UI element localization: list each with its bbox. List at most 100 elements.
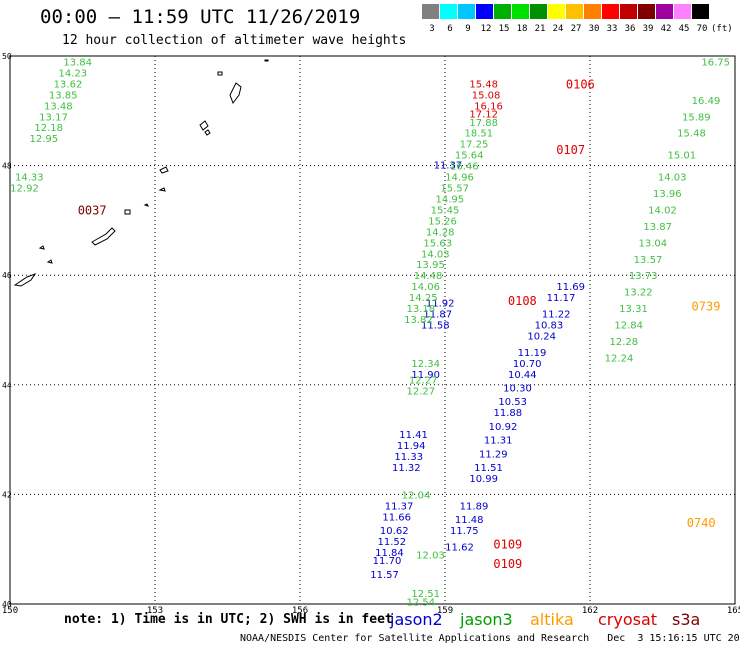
swh-value-jason2: 11.94 bbox=[397, 441, 426, 452]
scale-swatch bbox=[530, 4, 547, 19]
swh-value-jason2: 11.51 bbox=[474, 463, 503, 474]
swh-value-jason2: 11.75 bbox=[450, 526, 479, 537]
lat-tick-label: 44 bbox=[2, 381, 12, 390]
island-coastline bbox=[91, 227, 116, 246]
footer-credit: NOAA/NESDIS Center for Satellite Applica… bbox=[240, 633, 740, 644]
scale-swatch bbox=[692, 4, 709, 19]
pass-label: 0037 bbox=[78, 203, 107, 217]
island-coastline bbox=[124, 209, 131, 215]
swh-value-jason3: 12.84 bbox=[614, 321, 643, 332]
legend-jason2: jason2 bbox=[390, 610, 443, 629]
swh-value-jason2: 10.70 bbox=[513, 359, 542, 370]
pass-label: 0109 bbox=[493, 538, 522, 552]
scale-swatch bbox=[548, 4, 565, 19]
swh-value-jason2: 11.90 bbox=[411, 370, 440, 381]
swh-value-jason2: 11.29 bbox=[479, 449, 508, 460]
swh-value-jason2: 11.89 bbox=[460, 501, 489, 512]
swh-value-jason2: 10.99 bbox=[469, 474, 498, 485]
lat-tick-label: 48 bbox=[2, 162, 12, 171]
map-frame bbox=[9, 55, 736, 605]
swh-value-cryosat: 15.08 bbox=[472, 90, 501, 101]
swh-value-jason3: 16.75 bbox=[701, 57, 730, 68]
swh-value-jason2: 11.31 bbox=[484, 436, 513, 447]
swh-value-jason2: 10.62 bbox=[380, 526, 409, 537]
swh-value-jason2: 11.62 bbox=[445, 542, 474, 553]
swh-value-jason2: 11.88 bbox=[494, 408, 523, 419]
swh-value-jason3: 13.87 bbox=[643, 222, 672, 233]
swh-value-jason3: 13.95 bbox=[416, 260, 445, 271]
swh-value-jason3: 14.03 bbox=[658, 173, 687, 184]
swh-value-jason3: 14.25 bbox=[409, 293, 438, 304]
lon-tick-label: 159 bbox=[437, 606, 453, 616]
scale-label: 9 bbox=[465, 24, 471, 34]
scale-swatch bbox=[566, 4, 583, 19]
scale-swatch bbox=[440, 4, 457, 19]
swh-value-jason2: 11.33 bbox=[394, 452, 423, 463]
swh-value-jason3: 13.82 bbox=[404, 315, 433, 326]
scale-swatch bbox=[620, 4, 637, 19]
island-coastline bbox=[46, 259, 53, 264]
swh-value-jason2: 11.66 bbox=[382, 512, 411, 523]
swh-value-jason2: 11.92 bbox=[426, 299, 455, 310]
swh-value-jason3: 15.57 bbox=[440, 184, 469, 195]
island-coastline bbox=[143, 203, 149, 207]
scale-label: 70 bbox=[696, 24, 708, 34]
island-coastline bbox=[199, 120, 209, 131]
scale-swatch bbox=[476, 4, 493, 19]
scale-swatch bbox=[422, 4, 439, 19]
lon-tick-label: 162 bbox=[582, 606, 598, 616]
swh-value-jason3: 16.49 bbox=[692, 96, 721, 107]
scale-label: (ft) bbox=[711, 24, 733, 34]
pass-label: 0108 bbox=[508, 294, 537, 308]
swh-value-jason3: 12.95 bbox=[30, 134, 59, 145]
scale-label: 15 bbox=[498, 24, 510, 34]
swh-value-jason3: 12.28 bbox=[610, 337, 639, 348]
swh-value-jason3: 12.18 bbox=[34, 123, 63, 134]
swh-value-jason3: 13.73 bbox=[629, 271, 658, 282]
scale-label: 21 bbox=[534, 24, 546, 34]
pass-label: 0109 bbox=[493, 557, 522, 571]
scale-label: 24 bbox=[552, 24, 564, 34]
swh-value-jason2: 11.17 bbox=[547, 293, 576, 304]
swh-value-jason3: 12.27 bbox=[409, 375, 438, 386]
swh-value-jason2: 11.37 bbox=[385, 501, 414, 512]
legend-s3a: s3a bbox=[672, 610, 701, 629]
swh-value-jason3: 12.24 bbox=[605, 353, 634, 364]
swh-value-jason2: 10.53 bbox=[498, 397, 527, 408]
swh-value-jason3: 15.01 bbox=[668, 151, 697, 162]
swh-value-jason3: 14.02 bbox=[648, 205, 677, 216]
swh-value-cryosat: 15.48 bbox=[469, 79, 498, 90]
lat-tick-label: 50 bbox=[2, 52, 12, 61]
swh-value-jason2: 11.84 bbox=[375, 548, 404, 559]
scale-swatch bbox=[602, 4, 619, 19]
scale-label: 45 bbox=[678, 24, 690, 34]
lat-tick-label: 46 bbox=[2, 271, 12, 280]
swh-value-jason3: 13.04 bbox=[639, 238, 668, 249]
swh-value-jason2: 11.57 bbox=[370, 570, 399, 581]
swh-value-jason3: 13.96 bbox=[653, 189, 682, 200]
pass-label: 0740 bbox=[687, 516, 716, 530]
swh-value-jason3: 15.64 bbox=[455, 151, 484, 162]
swh-value-jason3: 17.88 bbox=[469, 118, 498, 129]
scale-swatch bbox=[638, 4, 655, 19]
swh-value-jason3: 13.22 bbox=[624, 288, 653, 299]
scale-swatch bbox=[458, 4, 475, 19]
lon-tick-label: 153 bbox=[147, 606, 163, 616]
swh-value-jason3: 13.85 bbox=[49, 90, 78, 101]
swh-value-jason3: 13.18 bbox=[407, 304, 436, 315]
swh-value-jason3: 15.63 bbox=[423, 238, 452, 249]
swh-value-jason3: 12.27 bbox=[407, 386, 436, 397]
legend-cryosat: cryosat bbox=[598, 610, 658, 629]
swh-value-jason3: 12.51 bbox=[411, 589, 440, 600]
swh-value-jason2: 11.41 bbox=[399, 430, 428, 441]
swh-value-jason3: 12.92 bbox=[10, 184, 39, 195]
island-coastline bbox=[38, 245, 45, 250]
swh-value-jason2: 11.87 bbox=[423, 310, 452, 321]
pass-label: 0106 bbox=[566, 77, 595, 91]
scale-swatch bbox=[494, 4, 511, 19]
swh-value-jason2: 11.48 bbox=[455, 515, 484, 526]
scale-swatch bbox=[674, 4, 691, 19]
swh-value-jason3: 13.48 bbox=[44, 101, 73, 112]
lon-tick-label: 165 bbox=[727, 606, 740, 616]
